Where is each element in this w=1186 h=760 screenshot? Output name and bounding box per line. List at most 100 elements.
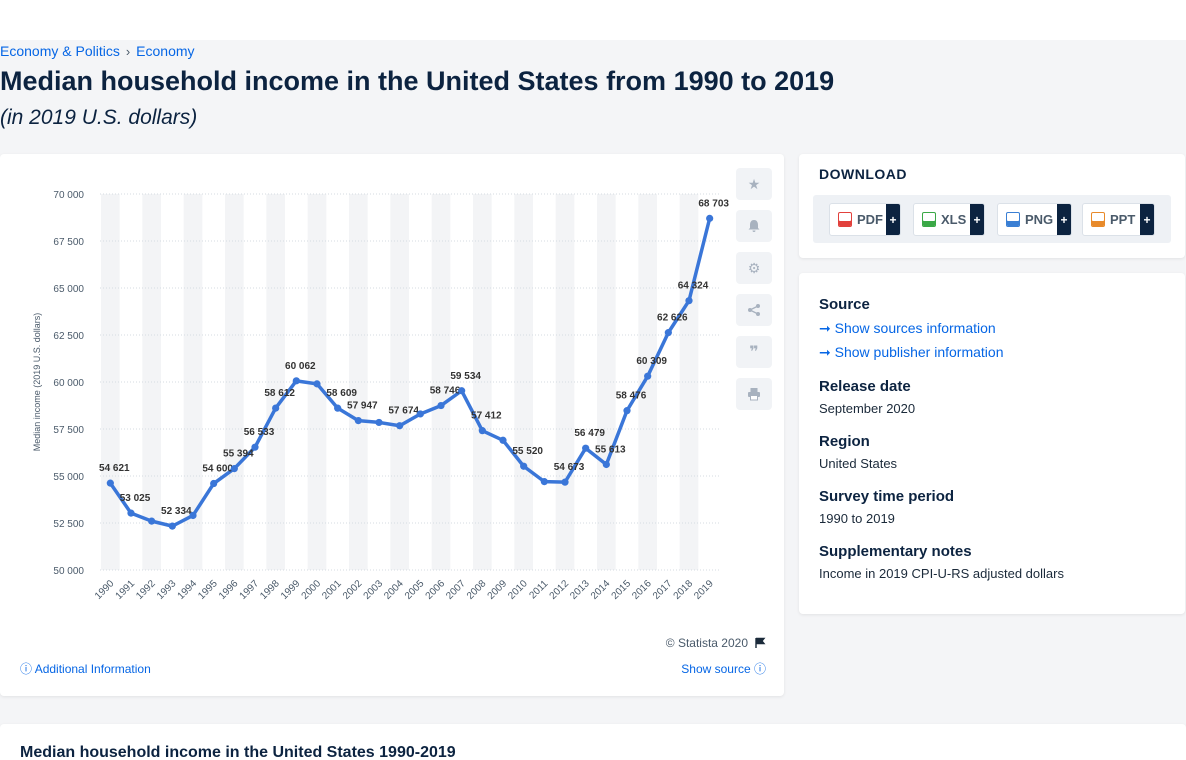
info-icon: ⓘ [753, 662, 766, 676]
y-tick-label: 62 500 [53, 331, 84, 342]
plus-icon: + [886, 204, 900, 235]
breadcrumb: Economy & Politics › Economy [0, 43, 195, 59]
data-label: 54 600 [202, 464, 233, 475]
data-label: 60 309 [636, 356, 667, 367]
data-point [499, 436, 507, 444]
breadcrumb-economy-politics[interactable]: Economy & Politics [0, 43, 120, 59]
data-label: 59 534 [450, 371, 481, 382]
supplementary-notes-label: Supplementary notes [819, 543, 972, 560]
data-label: 58 746 [430, 386, 461, 397]
data-point [582, 444, 590, 452]
print-icon[interactable] [736, 378, 772, 410]
data-point [602, 460, 610, 469]
flag-icon[interactable] [754, 637, 766, 649]
page-subtitle: (in 2019 U.S. dollars) [0, 106, 198, 129]
release-date-value: September 2020 [819, 401, 916, 416]
region-value: United States [819, 456, 898, 471]
download-bar: PDF + XLS + PNG + PPT + [813, 195, 1171, 243]
data-point [623, 407, 631, 415]
data-label: 53 025 [120, 493, 151, 504]
y-tick-label: 52 500 [53, 519, 84, 530]
show-sources-label: Show sources information [834, 320, 996, 336]
breadcrumb-separator: › [125, 43, 131, 59]
data-point [478, 427, 486, 435]
supplementary-notes-value: Income in 2019 CPI-U-RS adjusted dollars [819, 566, 1064, 581]
x-tick-label: 2002 [341, 578, 365, 602]
x-tick-label: 2010 [506, 578, 530, 602]
data-point [354, 416, 362, 425]
region-label: Region [819, 433, 870, 450]
share-icon[interactable] [736, 294, 772, 326]
x-tick-label: 1990 [93, 578, 117, 602]
data-point [334, 404, 342, 412]
data-point [706, 214, 714, 222]
data-label: 62 626 [657, 313, 688, 324]
x-tick-label: 2018 [672, 578, 696, 602]
data-point [148, 517, 156, 525]
plus-icon: + [1057, 204, 1071, 235]
x-tick-label: 1995 [196, 578, 220, 602]
breadcrumb-economy[interactable]: Economy [136, 43, 195, 59]
data-point [561, 478, 569, 486]
survey-period-label: Survey time period [819, 488, 955, 505]
data-point [685, 297, 693, 305]
x-tick-label: 2008 [465, 578, 489, 602]
x-tick-label: 1994 [176, 578, 200, 602]
gear-icon[interactable]: ⚙ [736, 252, 772, 284]
bell-icon[interactable] [736, 210, 772, 242]
data-label: 58 609 [326, 388, 357, 399]
data-label: 55 613 [595, 444, 626, 455]
show-source-link[interactable]: Show source ⓘ [681, 660, 766, 677]
download-xls-button[interactable]: XLS + [913, 203, 985, 236]
data-label: 58 476 [616, 391, 647, 402]
x-tick-label: 2009 [486, 578, 510, 602]
x-tick-label: 1999 [279, 578, 303, 602]
show-source-label: Show source [681, 662, 751, 676]
x-tick-label: 2012 [548, 578, 572, 602]
show-sources-link[interactable]: ➞ Show sources information [819, 320, 996, 337]
show-publisher-link[interactable]: ➞ Show publisher information [819, 344, 1004, 361]
download-pdf-button[interactable]: PDF + [829, 203, 901, 236]
data-label: 57 947 [347, 401, 378, 412]
data-point [106, 479, 114, 487]
data-point [416, 410, 424, 418]
data-point [292, 377, 300, 385]
star-icon[interactable]: ★ [736, 168, 772, 200]
data-label: 55 520 [512, 446, 543, 457]
download-png-button[interactable]: PNG + [997, 203, 1072, 236]
source-label: Source [819, 296, 870, 313]
x-tick-label: 2003 [362, 578, 386, 602]
download-xls-label: XLS [941, 212, 967, 227]
column-band [225, 194, 244, 570]
bottom-title: Median household income in the United St… [20, 744, 456, 760]
data-label: 56 479 [574, 428, 605, 439]
data-point [520, 462, 528, 470]
data-point [251, 443, 259, 451]
data-label: 60 062 [285, 361, 316, 372]
download-ppt-button[interactable]: PPT + [1082, 203, 1155, 236]
pdf-file-icon [838, 212, 852, 227]
y-tick-label: 70 000 [53, 190, 84, 201]
data-point [189, 511, 197, 520]
x-tick-label: 2000 [300, 578, 324, 602]
data-label: 58 612 [264, 388, 295, 399]
y-tick-label: 60 000 [53, 378, 84, 389]
data-point [644, 372, 652, 380]
quote-icon[interactable]: ❞ [736, 336, 772, 368]
additional-information-link[interactable]: ⓘ Additional Information [20, 660, 151, 677]
data-label: 56 533 [244, 427, 275, 438]
page-title: Median household income in the United St… [0, 66, 835, 96]
data-point [437, 401, 445, 410]
ppt-file-icon [1091, 212, 1105, 227]
download-ppt-label: PPT [1110, 212, 1136, 227]
x-tick-label: 2013 [568, 578, 592, 602]
x-tick-label: 2011 [527, 578, 550, 601]
data-label: 68 703 [698, 198, 729, 209]
y-tick-label: 57 500 [53, 425, 84, 436]
x-tick-label: 2001 [320, 578, 344, 602]
data-label: 55 394 [223, 449, 254, 460]
x-tick-label: 2007 [444, 578, 468, 602]
y-tick-label: 50 000 [53, 566, 84, 577]
download-title: DOWNLOAD [819, 166, 907, 182]
plus-icon: + [1140, 204, 1154, 235]
